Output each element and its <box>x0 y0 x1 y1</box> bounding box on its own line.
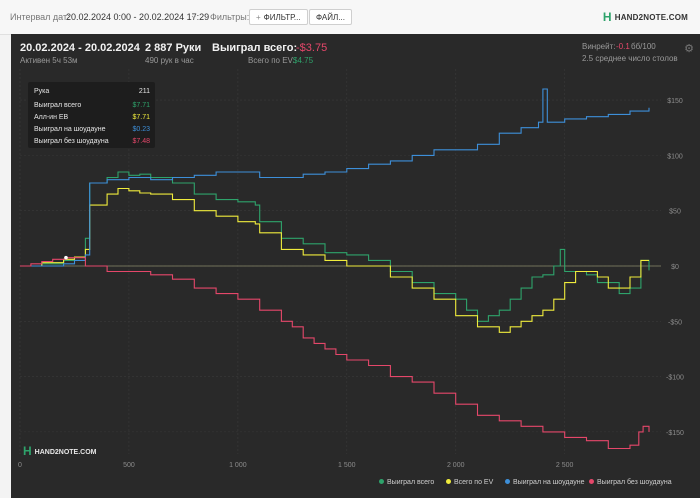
tooltip-row-value: $0.23 <box>132 126 150 133</box>
winrate-value: -0.1 <box>616 42 630 51</box>
file-button[interactable]: ФАЙЛ... <box>309 9 352 25</box>
x-tick-label: 500 <box>123 462 135 469</box>
legend-item[interactable]: Выиграл всего <box>379 479 434 486</box>
x-tick-label: 2 000 <box>447 462 465 469</box>
legend-dot-icon <box>379 479 384 484</box>
winrate-unit: бб/100 <box>631 42 656 51</box>
ev-label: Всего по EV: <box>248 56 295 65</box>
filter-bar: Интервал дат: 20.02.2024 0:00 - 20.02.20… <box>0 0 700 35</box>
legend-item[interactable]: Всего по EV <box>446 479 493 486</box>
legend-dot-icon <box>446 479 451 484</box>
y-tick-label: -$100 <box>666 375 684 382</box>
won-total-value: -$3.75 <box>296 42 328 54</box>
hover-tooltip: Рука 211 Выиграл всего $7.71 Алл-ин ЕВ $7.7… <box>28 82 155 148</box>
x-tick-label: 0 <box>18 462 22 469</box>
logo: H HAND2NOTE.COM <box>603 10 688 24</box>
tooltip-row-label: Выиграл без шоудауна <box>34 138 109 145</box>
series-line <box>20 171 650 322</box>
tooltip-row-label: Алл-ин ЕВ <box>34 114 69 121</box>
legend-item[interactable]: Выиграл на шоудауне <box>505 479 585 486</box>
ev-value: $4.75 <box>293 56 314 65</box>
chart-svg: $150 $100 $50 $0 -$50 -$100 -$150 0 500 1 000 1 50… <box>18 69 684 469</box>
hover-point <box>64 255 68 260</box>
watermark: H HAND2NOTE.COM <box>23 444 97 458</box>
tooltip-row: Выиграл на шоудауне $0.23 <box>34 126 150 137</box>
x-tick-label: 2 500 <box>556 462 574 469</box>
y-tick-label: $50 <box>669 209 681 216</box>
winrate-label: Винрейт: <box>582 42 616 51</box>
tooltip-hand-label: Рука <box>34 88 50 95</box>
legend-label: Выиграл на шоудауне <box>513 479 585 486</box>
tooltip-hand-row: Рука 211 <box>34 88 150 99</box>
watermark-text: HAND2NOTE.COM <box>34 449 97 456</box>
interval-value[interactable]: 20.02.2024 0:00 - 20.02.2024 17:29 <box>66 12 210 22</box>
chevron-down-icon[interactable]: ⌄ <box>190 10 198 20</box>
legend-label: Всего по EV <box>454 479 494 486</box>
active-time: Активен 5ч 53м <box>20 56 78 65</box>
tooltip-row: Алл-ин ЕВ $7.71 <box>34 114 150 125</box>
y-tick-label: $0 <box>671 264 679 271</box>
tooltip-row-label: Выиграл всего <box>34 102 82 109</box>
tooltip-hand-value: 211 <box>138 88 150 95</box>
legend-dot-icon <box>505 479 510 484</box>
legend-label: Выиграл всего <box>387 479 435 486</box>
y-tick-label: -$150 <box>666 430 684 437</box>
logo-text: HAND2NOTE.COM <box>614 13 688 22</box>
legend-label: Выиграл без шоудауна <box>597 479 672 486</box>
watermark-logo-icon: H <box>23 444 32 458</box>
date-range: 20.02.2024 - 20.02.2024 <box>20 42 140 54</box>
filters-label: Фильтры: <box>210 12 250 22</box>
series-line <box>20 88 650 267</box>
filter-button[interactable]: + ФИЛЬТР... <box>249 9 308 25</box>
legend-dot-icon <box>589 479 594 484</box>
tooltip-row-label: Выиграл на шоудауне <box>34 126 106 133</box>
tooltip-row: Выиграл всего $7.71 <box>34 102 150 113</box>
gear-icon[interactable]: ⚙ <box>684 43 694 55</box>
y-tick-label: $150 <box>667 98 683 105</box>
graph-panel: 20.02.2024 - 20.02.2024 Активен 5ч 53м 2… <box>11 34 700 498</box>
hands-count: 2 887 Руки <box>145 42 202 54</box>
tooltip-row: Выиграл без шоудауна $7.48 <box>34 138 150 149</box>
legend-item[interactable]: Выиграл без шоудауна <box>589 479 672 486</box>
avg-tables: 2.5 среднее число столов <box>582 54 678 63</box>
x-tick-label: 1 500 <box>338 462 356 469</box>
interval-label: Интервал дат: <box>10 12 70 22</box>
logo-mark-icon: H <box>602 10 612 24</box>
tooltip-row-value: $7.71 <box>132 114 150 121</box>
tooltip-row-value: $7.48 <box>132 138 150 145</box>
filter-button-label: ФИЛЬТР... <box>263 13 301 22</box>
hands-per-hour: 490 рук в час <box>145 56 194 65</box>
x-tick-label: 1 000 <box>229 462 247 469</box>
won-total-label: Выиграл всего: <box>212 42 298 54</box>
y-tick-label: -$50 <box>668 319 682 326</box>
series-line <box>20 257 650 450</box>
y-tick-label: $100 <box>667 153 683 160</box>
tooltip-row-value: $7.71 <box>132 102 150 109</box>
series-line <box>20 187 649 333</box>
plus-icon: + <box>256 13 261 22</box>
file-button-label: ФАЙЛ... <box>316 13 345 22</box>
